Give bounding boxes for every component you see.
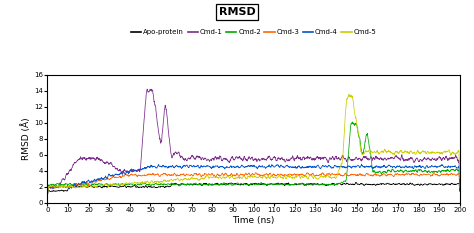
X-axis label: Time (ns): Time (ns) [232,216,275,225]
Cmd-1 [445,158,451,161]
Cmd-4 [245,165,251,168]
Cmd-3 [457,187,463,189]
Line: Cmd-5: Cmd-5 [47,94,460,195]
Cmd-3 [45,194,50,197]
Cmd-5 [445,150,451,153]
Cmd-2 [350,120,356,123]
Text: RMSD: RMSD [219,7,255,17]
Cmd-1 [148,88,154,91]
Cmd-1 [369,158,375,161]
Cmd-2 [457,185,463,188]
Cmd-2 [65,183,71,186]
Cmd-3 [445,174,451,176]
Legend: Apo-protein, Cmd-1, Cmd-2, Cmd-3, Cmd-4, Cmd-5: Apo-protein, Cmd-1, Cmd-2, Cmd-3, Cmd-4,… [131,29,376,35]
Cmd-3 [245,173,251,175]
Apo-protein [45,195,50,198]
Line: Cmd-4: Cmd-4 [47,164,460,194]
Cmd-2 [445,169,451,172]
Cmd-4 [369,166,375,169]
Cmd-1 [445,159,451,162]
Cmd-4 [445,165,451,168]
Cmd-2 [445,169,451,172]
Cmd-2 [369,167,375,170]
Apo-protein [445,183,451,185]
Apo-protein [445,182,451,185]
Cmd-1 [245,157,251,160]
Cmd-2 [45,192,50,195]
Cmd-3 [431,171,437,174]
Y-axis label: RMSD (Å): RMSD (Å) [22,117,31,160]
Apo-protein [234,183,240,185]
Apo-protein [457,190,463,193]
Cmd-3 [369,174,375,177]
Cmd-5 [369,151,375,154]
Cmd-4 [45,193,50,195]
Cmd-4 [65,185,71,188]
Cmd-4 [457,183,463,186]
Cmd-5 [245,175,251,178]
Cmd-2 [245,183,251,186]
Cmd-5 [65,185,71,188]
Cmd-1 [234,157,240,159]
Cmd-3 [65,186,71,189]
Cmd-5 [45,194,50,196]
Cmd-1 [457,180,463,182]
Cmd-3 [445,174,451,176]
Line: Cmd-1: Cmd-1 [47,89,460,195]
Cmd-5 [445,150,451,153]
Cmd-4 [234,165,240,168]
Cmd-1 [45,194,50,197]
Cmd-4 [359,163,365,165]
Cmd-2 [234,182,240,185]
Line: Cmd-3: Cmd-3 [47,172,460,195]
Apo-protein [65,187,71,190]
Apo-protein [353,181,359,184]
Cmd-3 [234,172,240,175]
Cmd-5 [346,93,352,96]
Apo-protein [245,184,251,186]
Cmd-1 [65,171,71,174]
Line: Apo-protein: Apo-protein [47,182,460,196]
Cmd-4 [445,165,451,168]
Cmd-5 [234,177,240,179]
Apo-protein [369,183,375,186]
Cmd-5 [457,177,463,180]
Line: Cmd-2: Cmd-2 [47,122,460,194]
